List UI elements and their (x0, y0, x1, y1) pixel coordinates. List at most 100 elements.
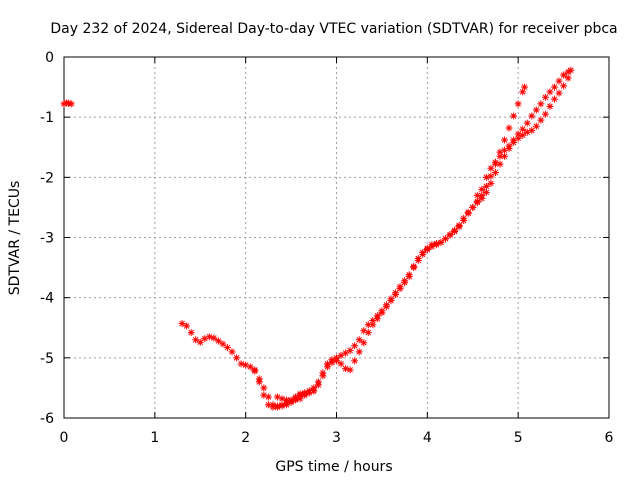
data-point (314, 378, 322, 386)
data-point (192, 336, 200, 344)
data-point (514, 100, 522, 108)
x-tick-label: 0 (60, 430, 69, 446)
data-point (537, 100, 545, 108)
data-point (292, 396, 300, 404)
data-point (246, 363, 254, 371)
data-point (342, 365, 350, 373)
grid-layer (64, 57, 609, 418)
data-point (260, 391, 268, 399)
data-point (560, 71, 568, 79)
data-point (521, 83, 529, 91)
data-point (242, 361, 250, 369)
data-point (482, 188, 490, 196)
data-point (519, 88, 527, 96)
data-point (528, 126, 536, 134)
data-point (551, 83, 558, 91)
data-point (273, 393, 281, 401)
data-point (510, 138, 518, 146)
data-point (410, 264, 418, 272)
data-point (323, 363, 331, 371)
data-point (523, 128, 531, 136)
data-point (333, 357, 340, 365)
data-point (255, 378, 263, 386)
data-point (382, 303, 390, 311)
series-segment-a (178, 66, 575, 411)
data-point (419, 250, 427, 258)
data-point (346, 366, 354, 374)
data-point (196, 338, 204, 346)
data-point (455, 223, 463, 231)
data-point (310, 387, 318, 395)
x-tick-label: 3 (332, 430, 341, 446)
data-point (496, 160, 504, 168)
data-point (63, 99, 71, 107)
data-point (546, 88, 554, 96)
data-point (351, 342, 359, 350)
data-point (269, 403, 277, 411)
data-point (378, 309, 386, 317)
data-point (205, 333, 213, 341)
x-tick-label: 1 (150, 430, 159, 446)
data-point (369, 317, 377, 325)
data-point (224, 344, 231, 352)
data-point (464, 209, 472, 217)
data-point (478, 185, 486, 193)
data-point (496, 152, 504, 160)
data-point (501, 146, 509, 154)
x-tick-label: 2 (241, 430, 250, 446)
data-point (328, 359, 336, 367)
series-segment-b (251, 83, 529, 411)
data-point (523, 119, 531, 127)
data-point (392, 291, 400, 299)
data-point (423, 246, 431, 254)
data-point (210, 334, 218, 342)
data-point (510, 112, 518, 120)
chart-title: Day 232 of 2024, Sidereal Day-to-day VTE… (50, 21, 617, 37)
y-tick-label: -4 (40, 291, 54, 307)
data-point (264, 393, 272, 401)
data-point (491, 169, 499, 177)
data-point (337, 360, 345, 368)
data-point (260, 384, 268, 392)
data-point (519, 125, 527, 133)
data-point (442, 235, 449, 243)
data-point (487, 164, 495, 172)
data-point (528, 112, 536, 120)
data-point (187, 329, 195, 337)
data-point (437, 238, 445, 246)
data-point (451, 227, 459, 235)
data-point (482, 182, 490, 190)
data-point (541, 93, 549, 101)
data-point (273, 402, 281, 410)
tick-label-layer: 0 1 2 3 4 5 6 0 -1 -2 -3 -4 -5 -6 (40, 50, 614, 446)
series-segment-c (273, 74, 572, 405)
data-point (505, 142, 513, 150)
x-tick-label: 6 (605, 430, 614, 446)
data-point (491, 158, 499, 166)
y-tick-label: -6 (40, 411, 54, 427)
data-point (555, 77, 563, 85)
data-point (183, 322, 191, 330)
data-point (469, 203, 477, 211)
data-point (487, 172, 495, 180)
data-point (346, 347, 354, 355)
y-tick-label: -3 (40, 231, 54, 247)
data-point (364, 329, 372, 337)
data-point (364, 321, 372, 329)
data-point (360, 339, 368, 347)
data-point (67, 100, 75, 108)
data-point (65, 99, 73, 107)
data-point (564, 68, 572, 76)
data-point (278, 401, 286, 409)
data-point (432, 241, 440, 249)
x-tick-label: 5 (514, 430, 523, 446)
x-tick-label: 4 (423, 430, 432, 446)
data-point (551, 95, 558, 103)
data-point (296, 390, 304, 398)
data-point (514, 130, 522, 138)
y-axis-label: SDTVAR / TECUs (7, 181, 23, 296)
series-segment-start (60, 99, 75, 108)
data-point (296, 395, 304, 403)
data-point (501, 136, 509, 144)
data-point (478, 191, 486, 199)
